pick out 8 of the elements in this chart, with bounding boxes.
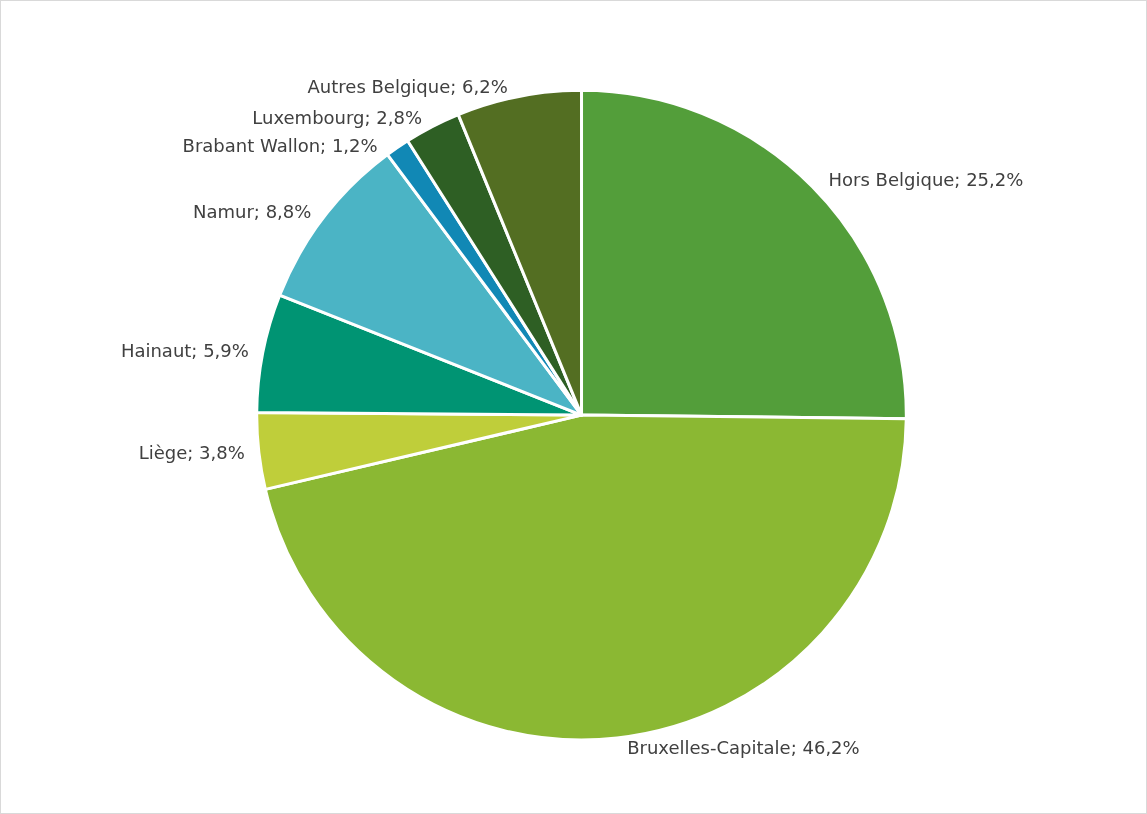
slice-label: Namur; 8,8% (193, 200, 312, 222)
slice-label: Autres Belgique; 6,2% (307, 76, 508, 98)
slice-label: Brabant Wallon; 1,2% (182, 135, 378, 157)
slice-label: Liège; 3,8% (138, 441, 245, 463)
slice-label: Hors Belgique; 25,2% (828, 169, 1024, 191)
slice-label: Bruxelles-Capitale; 46,2% (627, 737, 860, 759)
slice-label: Hainaut; 5,9% (120, 340, 249, 362)
slice-label: Luxembourg; 2,8% (252, 107, 423, 129)
